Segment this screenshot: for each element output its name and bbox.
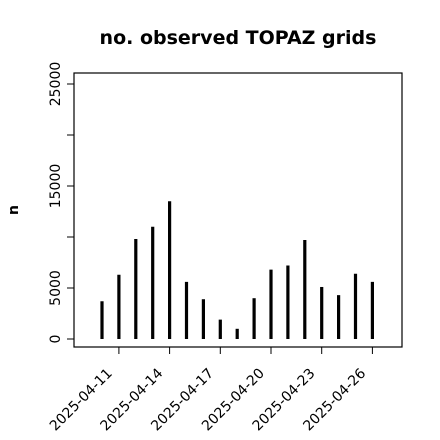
y-tick-label: 5000 [48, 270, 64, 306]
chart-title: no. observed TOPAZ grids [100, 27, 377, 49]
y-axis: 0 5000 15000 25000 [48, 62, 74, 344]
y-tick-label: 0 [48, 335, 64, 344]
y-axis-label: n [6, 205, 22, 215]
y-tick-label: 15000 [48, 164, 64, 209]
y-tick-label: 25000 [48, 62, 64, 107]
x-axis: 2025-04-112025-04-142025-04-172025-04-20… [47, 347, 373, 434]
plot-frame [73, 72, 403, 348]
bars [100, 201, 374, 339]
